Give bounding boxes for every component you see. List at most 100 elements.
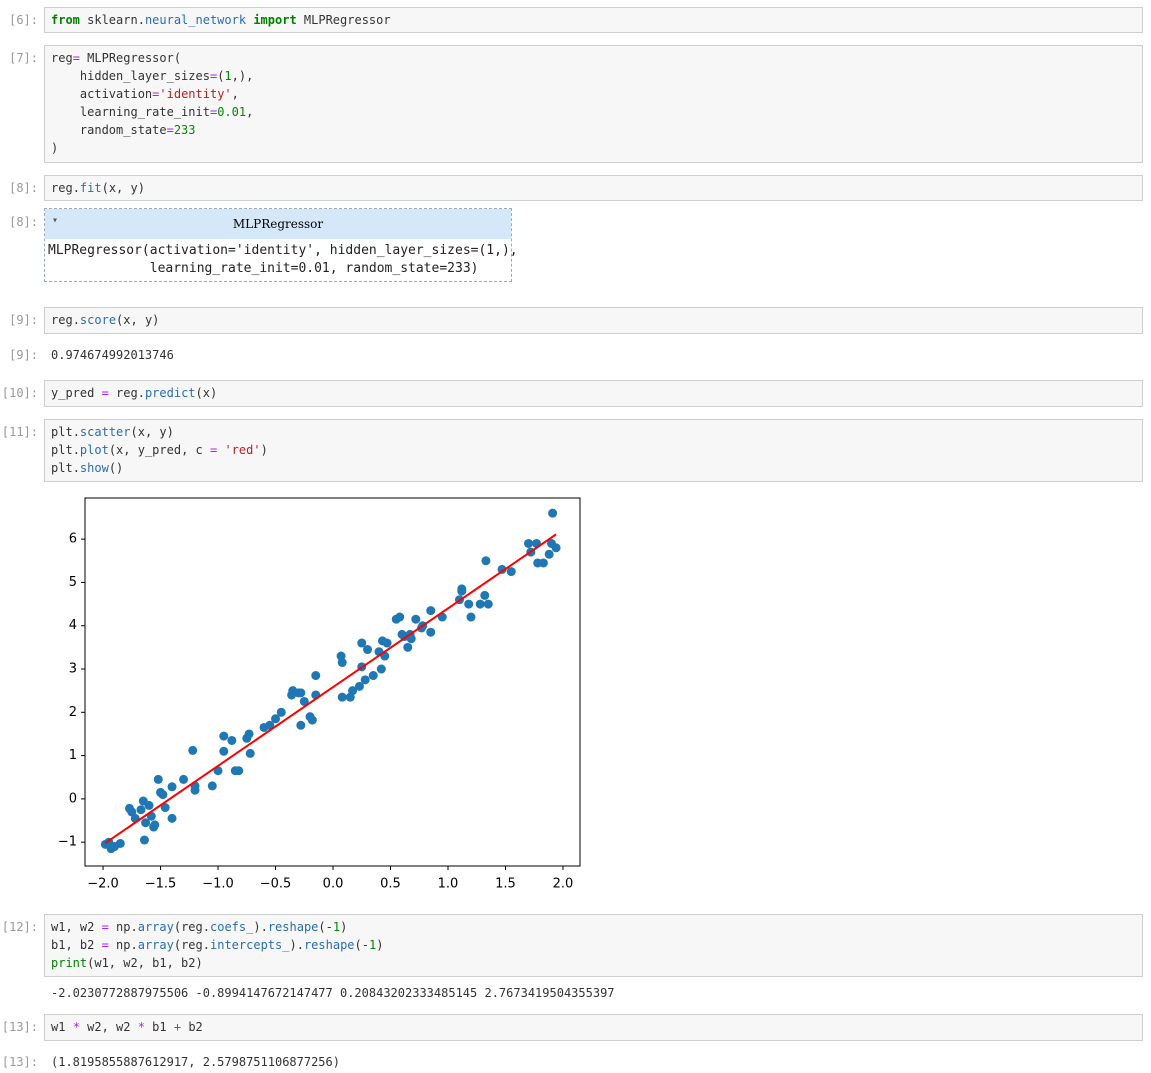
y-tick-label: 1 [69,748,77,763]
point [411,614,421,624]
point [506,567,516,577]
point [395,612,405,622]
point [207,781,217,791]
code-cell [44,307,1143,334]
code-line: ) [51,141,59,155]
point [376,664,386,674]
point [245,748,255,758]
code-cell [44,914,1143,977]
output-text: (1.8195855887612917, 2.5798751106877256) [51,1055,340,1069]
point [296,720,306,730]
point [115,838,125,848]
point [368,671,378,681]
input-prompt: [9]: [9,313,38,327]
chart: −2.0 −1.5 −1.0 −0.5 0.0 0.5 1.0 1.5 2.0 −1 0 1 2 3 4 5 6 [58,497,581,892]
widget-text: learning_rate_init=0.01, random_state=23… [48,261,479,276]
code-cell [44,7,1143,33]
fit-line [104,533,557,844]
code-line: from sklearn.neural_network import MLPRe… [51,13,391,27]
point [480,590,490,600]
point [179,774,189,784]
point [150,820,160,830]
point [276,707,286,717]
point [311,671,321,681]
code-line: plt.scatter(x, y) [51,425,174,439]
point [265,720,275,730]
x-tick-label: −2.0 [87,877,119,892]
point [141,818,151,828]
code-line: activation='identity', [51,87,239,101]
point [167,813,177,823]
point [167,782,177,792]
x-tick-label: 1.5 [495,877,516,892]
point [188,745,198,755]
point [160,803,170,813]
point [426,627,436,637]
point [360,675,370,685]
code-line: hidden_layer_sizes=(1,), [51,69,254,83]
code-line: w1, w2 = np.array(reg.coefs_).reshape(-1… [51,920,348,934]
y-tick-label: 5 [69,575,77,590]
widget-title: MLPRegressor [232,217,324,231]
code-line: reg.fit(x, y) [51,181,145,195]
point [354,681,364,691]
point [227,735,237,745]
code-line: print(w1, w2, b1, b2) [51,956,203,970]
input-prompt: [10]: [1,386,38,400]
code-line: plt.show() [51,461,124,475]
point [481,556,491,566]
point [219,731,229,741]
code-line: reg= MLPRegressor( [51,51,182,65]
y-tick-label: 4 [69,618,77,633]
point [337,658,347,668]
output-prompt: [8]: [9,215,38,229]
point [475,599,485,609]
point [144,800,154,810]
plot-frame [84,497,581,867]
toggle: ▾ [52,215,59,226]
y-tick-label: 2 [69,705,77,720]
point [548,508,558,518]
point [457,584,467,594]
code-cell [44,419,1143,482]
code-cell [44,45,1143,163]
code-line: random_state=233 [51,123,196,137]
point [538,558,548,568]
x-tick-label: 0.5 [380,877,401,892]
point [139,835,149,845]
point [523,538,533,548]
point [363,645,373,655]
point [403,642,413,652]
y-tick-label: 3 [69,662,77,677]
point [287,690,297,700]
output-text: 0.974674992013746 [51,348,174,362]
point [406,634,416,644]
code-line: learning_rate_init=0.01, [51,105,254,119]
code-line: w1 * w2, w2 * b1 + b2 [51,1020,203,1034]
widget-header: ▾ MLPRegressor [45,209,511,239]
point [357,638,367,648]
point [307,715,317,725]
point [551,543,561,553]
input-prompt: [11]: [1,425,38,439]
point [234,766,244,776]
input-prompt: [8]: [9,181,38,195]
point [271,714,281,724]
input-prompt: [7]: [9,51,38,65]
code-line: reg.score(x, y) [51,313,160,327]
x-tick-label: 1.0 [438,877,459,892]
point [382,638,392,648]
x-tick-label: −1.5 [145,877,177,892]
code-line: y_pred = reg.predict(x) [51,386,218,400]
point [426,606,436,616]
point [136,805,146,815]
point [299,696,309,706]
point [190,785,200,795]
point [153,774,163,784]
point [348,686,358,696]
point [244,729,254,739]
y-tick-label: 0 [69,791,77,806]
point [544,549,554,559]
code-line: b1, b2 = np.array(reg.intercepts_).resha… [51,938,384,952]
